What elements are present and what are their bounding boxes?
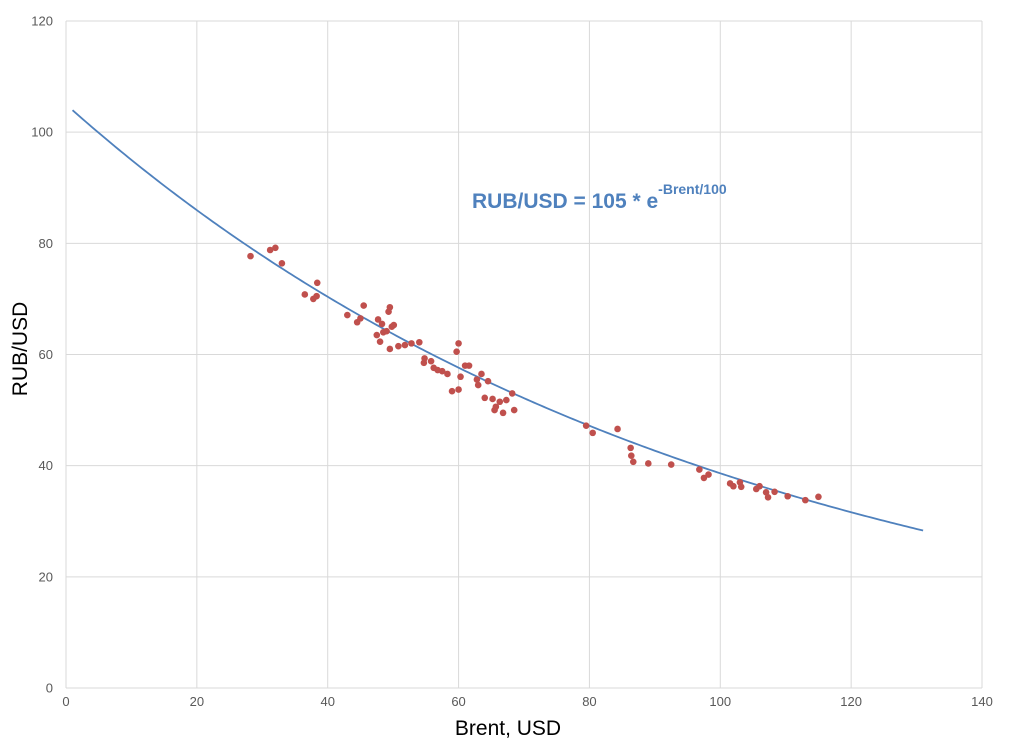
data-point <box>645 460 652 467</box>
data-point <box>614 425 621 433</box>
data-point <box>481 394 489 402</box>
y-axis-title: RUB/USD <box>9 302 32 397</box>
data-point <box>438 367 446 375</box>
data-point <box>496 398 504 406</box>
x-tick-label: 0 <box>62 694 69 709</box>
data-points <box>247 244 822 504</box>
equation-base: RUB/USD = 105 * e <box>472 190 658 213</box>
y-tick-label: 20 <box>39 569 53 584</box>
data-point <box>492 403 500 411</box>
data-point <box>499 409 507 417</box>
data-point <box>589 429 596 437</box>
x-tick-label: 40 <box>320 694 334 709</box>
data-point <box>247 252 254 260</box>
data-point <box>266 246 274 254</box>
data-point <box>700 474 708 482</box>
data-point <box>455 386 462 393</box>
data-point <box>301 291 309 298</box>
x-tick-label: 60 <box>451 694 465 709</box>
data-point <box>696 466 703 473</box>
data-point <box>395 342 402 350</box>
data-point <box>357 315 364 322</box>
x-tick-label: 20 <box>190 694 204 709</box>
data-point <box>313 292 320 300</box>
equation-superscript: -Brent/100 <box>658 181 727 197</box>
data-point <box>478 370 485 378</box>
data-point <box>705 471 712 478</box>
data-point <box>448 387 456 395</box>
data-point <box>730 482 737 490</box>
data-point <box>771 488 778 496</box>
data-point <box>444 370 451 378</box>
data-point <box>383 327 390 335</box>
data-point <box>427 357 435 365</box>
data-point <box>272 244 279 252</box>
data-point <box>421 355 428 362</box>
x-tick-label: 100 <box>709 694 731 709</box>
data-point <box>473 376 481 383</box>
x-tick-label: 120 <box>840 694 862 709</box>
fit-curve <box>71 109 924 532</box>
data-point <box>815 493 822 501</box>
fit-curve-layer <box>71 109 924 532</box>
data-point <box>764 494 772 501</box>
data-point <box>510 406 518 414</box>
data-point <box>756 482 763 490</box>
x-tick-label: 80 <box>582 694 596 709</box>
y-tick-label: 60 <box>39 347 53 362</box>
data-point <box>455 340 462 347</box>
y-tick-label: 0 <box>46 681 53 696</box>
tick-labels: 0 20 40 60 80 100 120 140 0 20 40 60 80 100 120 <box>31 14 993 710</box>
data-point <box>802 496 809 504</box>
data-point <box>503 396 510 404</box>
y-tick-label: 120 <box>31 14 53 29</box>
data-point <box>474 381 482 389</box>
data-point <box>386 345 394 353</box>
data-point <box>360 302 368 309</box>
y-tick-label: 40 <box>39 458 53 473</box>
data-point <box>278 260 286 267</box>
data-point <box>416 338 423 346</box>
data-point <box>344 311 351 319</box>
data-point <box>390 321 398 329</box>
x-tick-label: 140 <box>971 694 993 709</box>
data-point <box>408 340 415 347</box>
data-point <box>313 279 321 287</box>
y-tick-label: 80 <box>39 236 53 251</box>
data-point <box>376 338 384 346</box>
data-point <box>762 489 770 496</box>
gridlines <box>65 20 983 689</box>
data-point <box>453 348 460 356</box>
data-point <box>465 362 473 369</box>
x-axis-title: Brent, USD <box>455 717 561 740</box>
data-point <box>374 316 382 323</box>
data-point <box>737 483 745 491</box>
data-point <box>489 395 496 403</box>
data-point <box>373 331 381 339</box>
data-point <box>386 303 394 311</box>
data-point <box>784 492 791 500</box>
data-point <box>628 452 635 459</box>
y-tick-label: 100 <box>31 125 53 140</box>
data-point <box>667 461 675 468</box>
data-point <box>401 341 409 349</box>
data-point <box>457 373 464 381</box>
data-point <box>484 377 492 385</box>
equation-annotation: RUB/USD = 105 * e-Brent/100 <box>472 181 727 213</box>
data-point <box>629 458 637 466</box>
data-point <box>378 320 386 328</box>
data-point <box>508 390 516 397</box>
data-point <box>627 444 634 452</box>
data-point <box>582 422 590 429</box>
